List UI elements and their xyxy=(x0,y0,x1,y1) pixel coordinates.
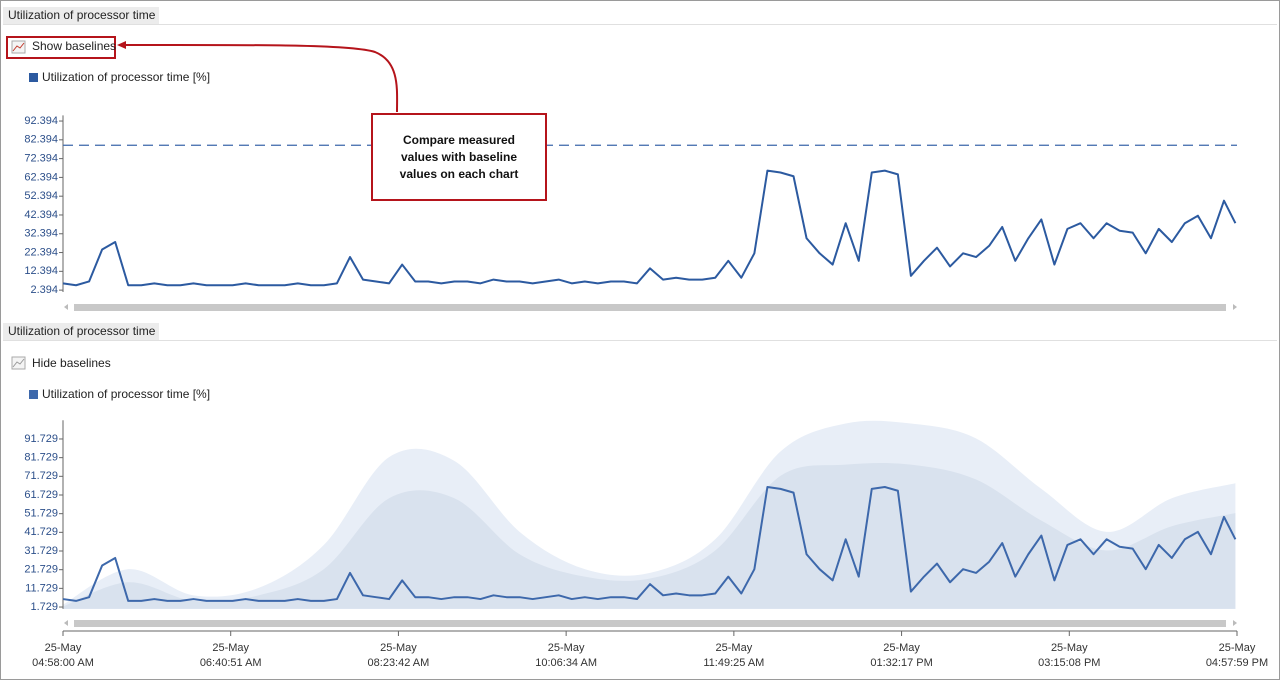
toggle-label[interactable]: Show baselines xyxy=(32,39,116,53)
tab-title: Utilization of processor time xyxy=(8,8,156,22)
x-tick-date: 25-May xyxy=(1051,642,1088,654)
x-tick-label: 11:49:25 AM xyxy=(703,657,764,669)
y-tick-label: 21.729 xyxy=(24,564,58,576)
legend-swatch xyxy=(29,390,38,399)
scrollbar[interactable] xyxy=(64,620,1237,627)
y-tick-label: 22.394 xyxy=(24,246,58,258)
x-tick-date: 25-May xyxy=(1219,642,1256,654)
y-tick-label: 11.729 xyxy=(25,582,58,594)
y-tick-label: 92.394 xyxy=(24,115,58,127)
y-tick-label: 52.394 xyxy=(24,190,58,202)
x-tick-date: 25-May xyxy=(716,642,753,654)
toggle-button[interactable]: Hide baselines xyxy=(11,356,111,370)
icon-line xyxy=(12,358,25,368)
scroll-thumb[interactable] xyxy=(74,304,1226,311)
scroll-left[interactable] xyxy=(64,304,68,310)
x-tick-date: 25-May xyxy=(212,642,249,654)
x-tick-label: 01:32:17 PM xyxy=(870,657,932,669)
y-tick-label: 31.729 xyxy=(24,545,58,557)
y-tick-label: 72.394 xyxy=(24,153,58,165)
y-tick-label: 81.729 xyxy=(24,452,58,464)
legend-label: Utilization of processor time [%] xyxy=(42,387,210,401)
toggle-button[interactable]: Show baselines xyxy=(6,36,116,59)
scroll-right[interactable] xyxy=(1233,304,1237,310)
x-tick-label: 10:06:34 AM xyxy=(535,657,597,669)
y-tick-label: 51.729 xyxy=(24,508,58,520)
x-tick-date: 25-May xyxy=(380,642,417,654)
x-tick-label: 03:15:08 PM xyxy=(1038,657,1100,669)
y-tick-label: 2.394 xyxy=(30,284,58,296)
y-tick-label: 32.394 xyxy=(24,228,58,240)
line xyxy=(62,169,1237,287)
x-tick-label: 06:40:51 AM xyxy=(200,657,262,669)
y-tick-label: 91.729 xyxy=(24,433,58,445)
scroll-right[interactable] xyxy=(1233,620,1237,626)
y-tick-label: 61.729 xyxy=(24,489,58,501)
scrollbar[interactable] xyxy=(64,304,1237,311)
tab xyxy=(3,323,159,340)
callout: Compare measured values with baseline va… xyxy=(371,113,547,201)
legend-label: Utilization of processor time [%] xyxy=(42,70,210,84)
x-tick-date: 25-May xyxy=(883,642,920,654)
y-tick-label: 1.729 xyxy=(30,601,58,613)
callout-arrow xyxy=(118,43,399,113)
x-tick-date: 25-May xyxy=(45,642,82,654)
x-tick-label: 04:58:00 AM xyxy=(32,657,94,669)
y-tick-label: 41.729 xyxy=(24,526,58,538)
x-tick-label: 04:57:59 PM xyxy=(1206,657,1268,669)
x-tick-label: 08:23:42 AM xyxy=(368,657,430,669)
arrow-head xyxy=(117,41,126,49)
highlight-box xyxy=(6,36,116,59)
scroll-left[interactable] xyxy=(64,620,68,626)
icon-line xyxy=(12,42,25,52)
line xyxy=(62,486,1237,602)
y-tick-label: 82.394 xyxy=(24,134,58,146)
y-tick-label: 42.394 xyxy=(24,209,58,221)
tab-title: Utilization of processor time xyxy=(8,324,156,338)
y-tick-label: 12.394 xyxy=(24,265,58,277)
x-tick-date: 25-May xyxy=(548,642,585,654)
tab xyxy=(3,7,159,24)
legend-swatch xyxy=(29,73,38,82)
toggle-label[interactable]: Hide baselines xyxy=(32,356,111,370)
y-tick-label: 71.729 xyxy=(24,470,58,482)
scroll-thumb[interactable] xyxy=(74,620,1226,627)
y-tick-label: 62.394 xyxy=(24,171,58,183)
